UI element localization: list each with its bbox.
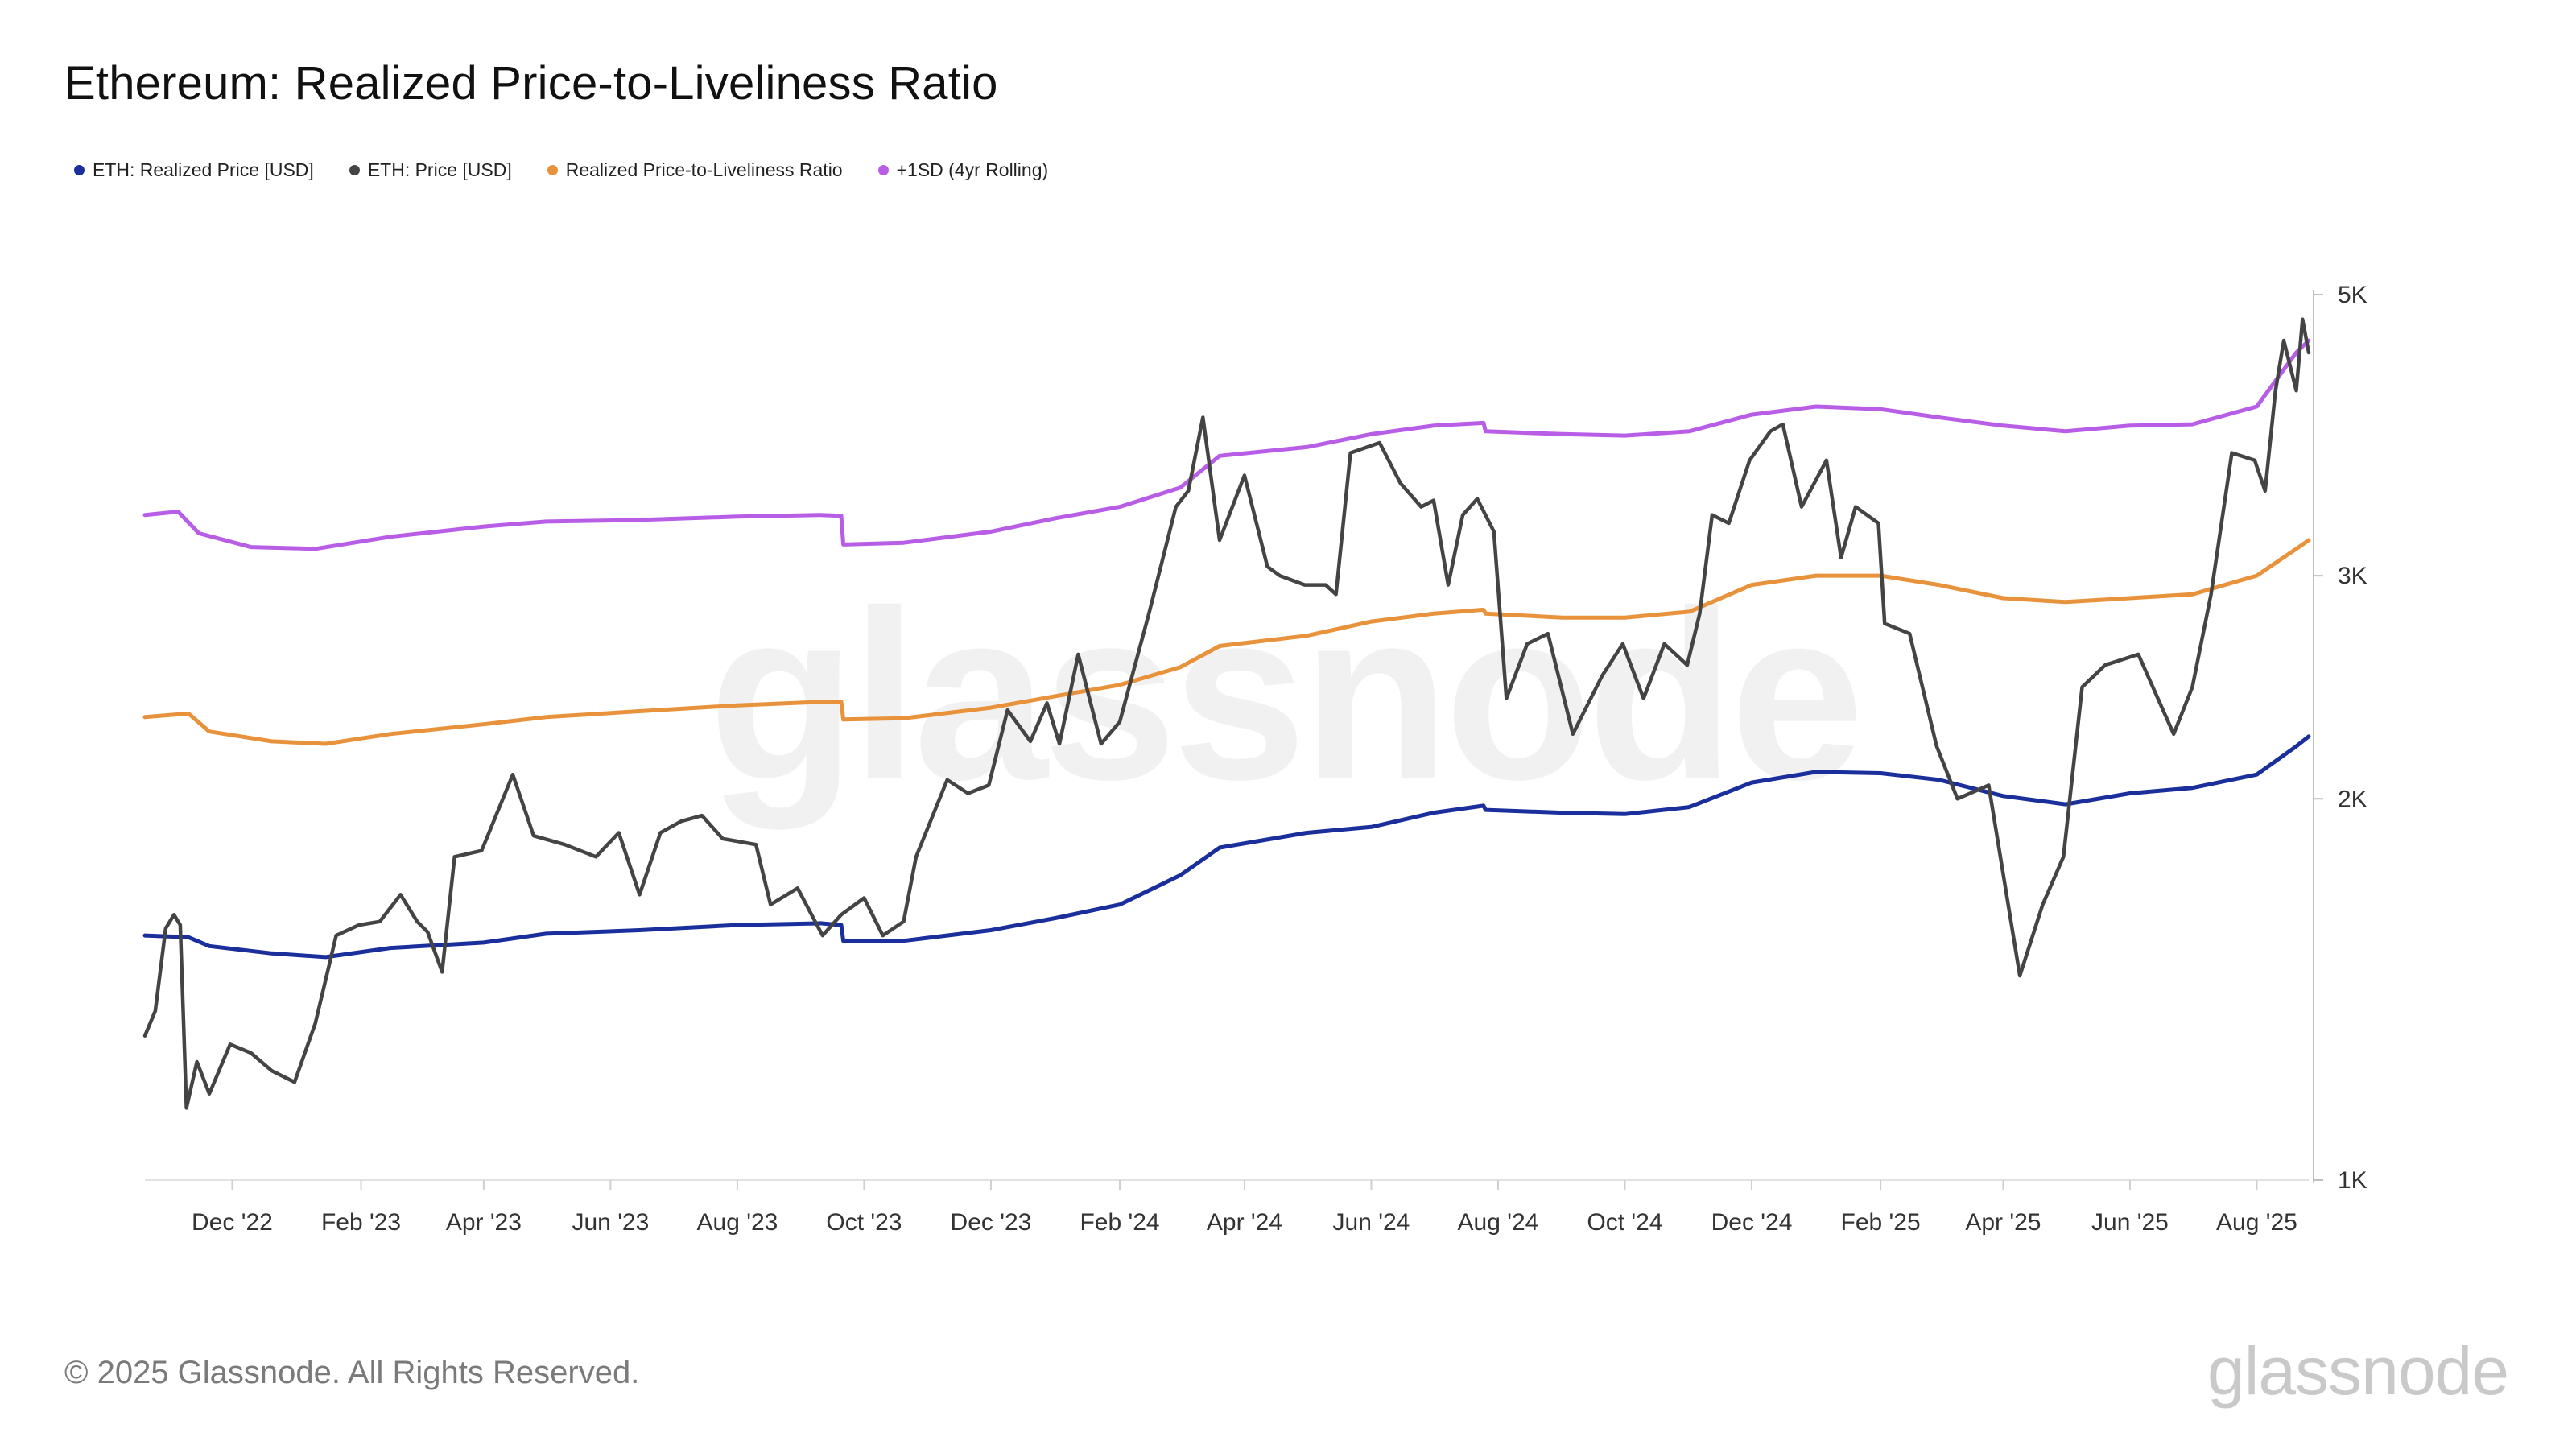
- x-tick-label: Feb '24: [1080, 1209, 1159, 1236]
- x-tick-label: Apr '24: [1207, 1209, 1282, 1236]
- x-tick-label: Jun '23: [572, 1209, 649, 1236]
- series-lines: [142, 317, 2311, 1110]
- x-tick-label: Dec '23: [951, 1209, 1032, 1236]
- y-tick-label: 2K: [2338, 786, 2368, 812]
- legend-label-price: ETH: Price [USD]: [367, 159, 512, 180]
- x-axis: Dec '22 Feb '23 Apr '23 Jun '23 Aug '23 Oct '…: [145, 1179, 2309, 1236]
- legend: ETH: Realized Price [USD] ETH: Price [US…: [74, 159, 1048, 181]
- y-axis: 1K 2K 3K 5K: [2313, 282, 2368, 1194]
- x-tick-label: Aug '23: [697, 1209, 778, 1236]
- chart-title: Ethereum: Realized Price-to-Liveliness R…: [64, 57, 998, 109]
- legend-dot-plus-1sd: [877, 165, 889, 175]
- legend-dot-realized-price: [74, 165, 85, 175]
- legend-item-liveliness-ratio[interactable]: Realized Price-to-Liveliness Ratio: [547, 159, 843, 181]
- legend-item-realized-price[interactable]: ETH: Realized Price [USD]: [74, 159, 314, 181]
- glassnode-logo: glassnode: [2207, 1333, 2509, 1409]
- x-tick-label: Apr '23: [446, 1209, 522, 1236]
- series-line-1sd-4yr-rolling: [142, 338, 2311, 551]
- legend-label-liveliness-ratio: Realized Price-to-Liveliness Ratio: [565, 159, 843, 180]
- x-tick-label: Jun '24: [1333, 1209, 1410, 1236]
- legend-dot-liveliness-ratio: [547, 165, 558, 175]
- series-line-eth-price-usd: [142, 317, 2311, 1110]
- y-tick-label: 1K: [2338, 1167, 2368, 1194]
- legend-item-price[interactable]: ETH: Price [USD]: [349, 159, 512, 181]
- copyright-text: © 2025 Glassnode. All Rights Reserved.: [64, 1355, 640, 1390]
- x-tick-label: Jun '25: [2091, 1209, 2169, 1236]
- x-tick-label: Aug '24: [1458, 1209, 1539, 1236]
- x-tick-label: Oct '23: [826, 1209, 902, 1236]
- series-line-realized-price-to-liveliness-ratio: [142, 538, 2311, 746]
- legend-label-plus-1sd: +1SD (4yr Rolling): [896, 159, 1049, 180]
- series-line-eth-realized-price-usd: [142, 734, 2311, 960]
- x-tick-label: Feb '23: [321, 1209, 401, 1236]
- legend-item-plus-1sd[interactable]: +1SD (4yr Rolling): [877, 159, 1049, 181]
- x-tick-label: Dec '24: [1711, 1209, 1793, 1236]
- x-tick-label: Oct '24: [1587, 1209, 1662, 1236]
- x-tick-label: Dec '22: [192, 1209, 273, 1236]
- y-tick-label: 5K: [2338, 282, 2368, 308]
- legend-label-realized-price: ETH: Realized Price [USD]: [93, 159, 314, 180]
- x-tick-label: Apr '25: [1965, 1209, 2041, 1236]
- legend-dot-price: [349, 165, 360, 175]
- x-tick-label: Feb '25: [1841, 1209, 1921, 1236]
- x-tick-label: Aug '25: [2216, 1209, 2297, 1236]
- y-tick-label: 3K: [2338, 563, 2368, 589]
